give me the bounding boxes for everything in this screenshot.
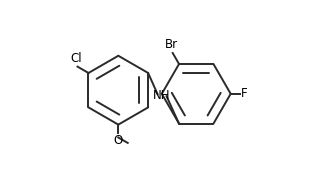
Text: F: F bbox=[241, 87, 248, 100]
Text: O: O bbox=[114, 134, 123, 147]
Text: Br: Br bbox=[165, 38, 178, 51]
Text: NH: NH bbox=[153, 89, 171, 102]
Text: Cl: Cl bbox=[71, 52, 83, 65]
